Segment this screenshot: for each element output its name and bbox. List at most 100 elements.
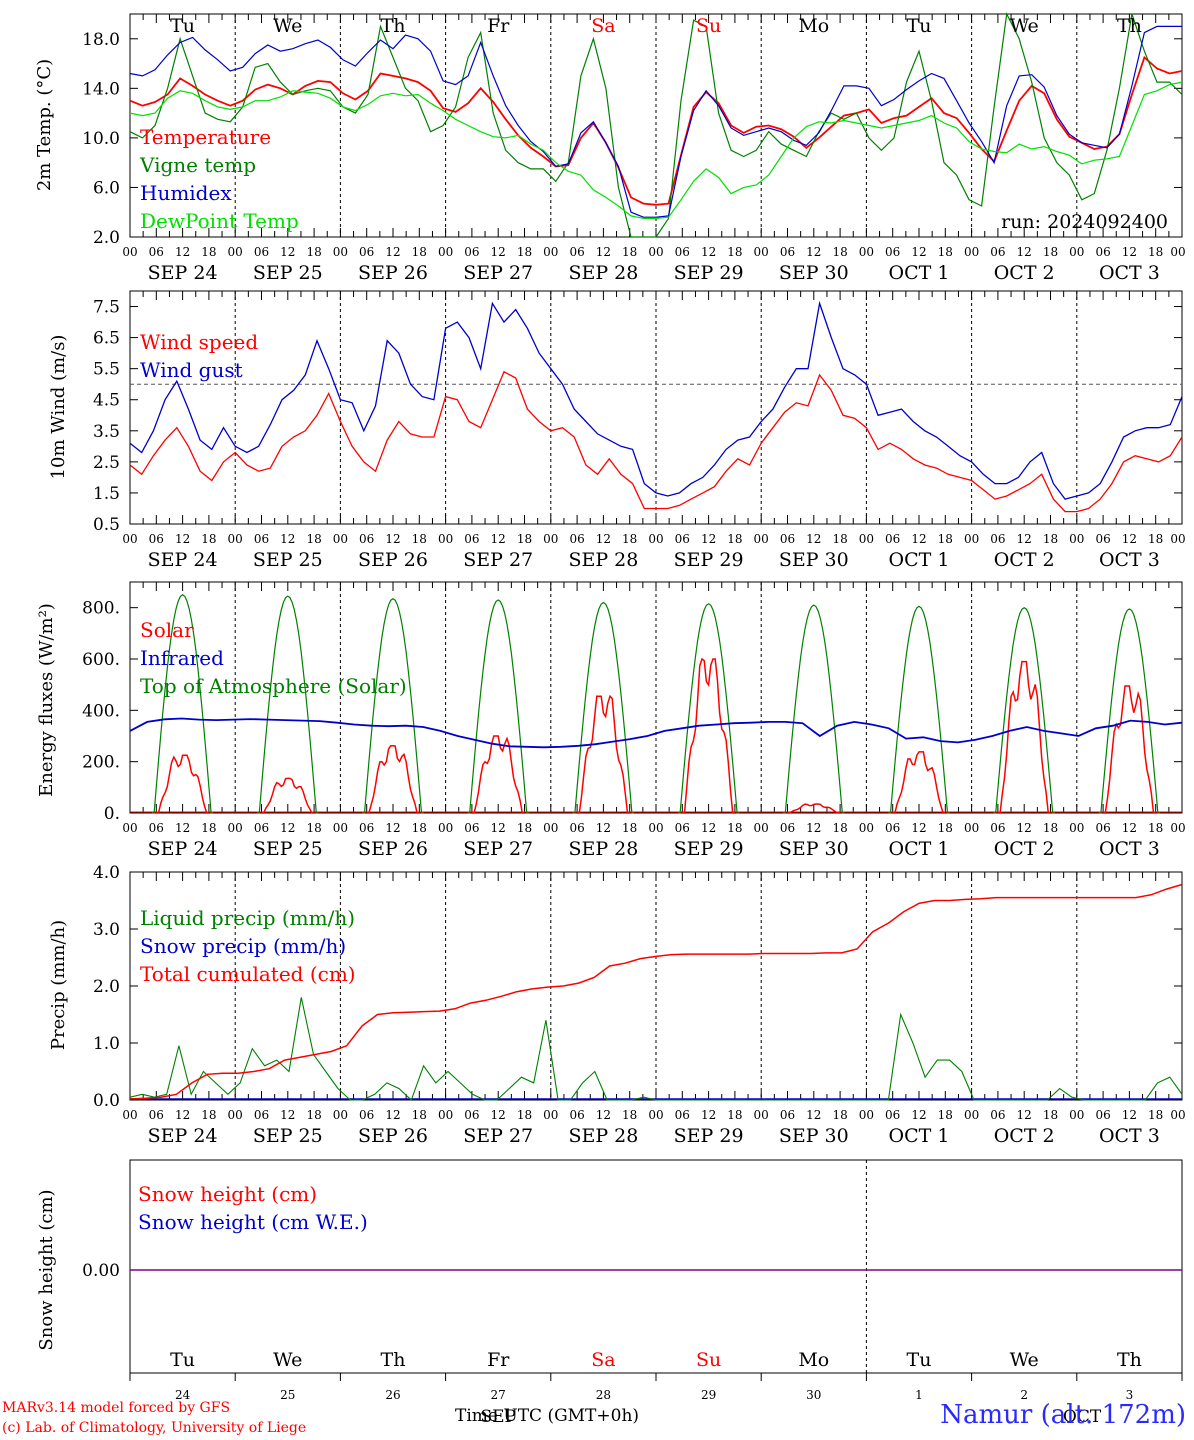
hour-tick-label: 12 [701, 1108, 716, 1122]
date-label: SEP 30 [779, 838, 849, 860]
hour-tick-label: 06 [569, 245, 584, 259]
toa-solar-curve [1098, 608, 1161, 814]
hour-tick-label: 12 [175, 1108, 190, 1122]
hour-tick-label: 12 [701, 821, 716, 835]
y-tick-label: 800. [82, 599, 120, 619]
series-total-cumulated [129, 883, 1183, 1100]
hour-tick-label: 00 [543, 1108, 558, 1122]
hour-tick-label: 06 [780, 1108, 795, 1122]
hour-tick-label: 12 [1122, 1108, 1137, 1122]
hour-tick-label: 12 [596, 821, 611, 835]
y-tick-label: 3.5 [93, 422, 120, 442]
y-tick-label: 4.0 [93, 863, 120, 883]
solar-curve [366, 745, 420, 814]
weekday-label: Tu [907, 15, 932, 37]
hour-tick-label: 00 [333, 1108, 348, 1122]
hour-tick-label: 12 [1017, 1108, 1032, 1122]
solar-curve [787, 803, 841, 814]
hour-tick-label: 00 [1069, 821, 1084, 835]
legend-liquid-precip-mm-h-: Liquid precip (mm/h) [140, 906, 355, 930]
y-tick-label: 2.0 [93, 977, 120, 997]
date-label: OCT 1 [889, 262, 950, 284]
hour-tick-label: 12 [280, 821, 295, 835]
hour-tick-label: 06 [990, 532, 1005, 546]
weekday-label: Mo [798, 15, 829, 37]
hour-tick-label: 18 [832, 532, 847, 546]
series-liquid-precip [129, 997, 1183, 1101]
plot-frame [129, 13, 1183, 238]
hour-tick-label: 00 [1069, 1108, 1084, 1122]
weekday-label: Tu [170, 15, 195, 37]
y-tick-label: 0. [104, 804, 120, 824]
hour-tick-label: 18 [1148, 821, 1163, 835]
hour-tick-label: 18 [938, 532, 953, 546]
hour-tick-label: 00 [543, 532, 558, 546]
month-label: SEP [480, 1407, 516, 1427]
weekday-label: We [273, 1349, 302, 1371]
legend-snow-height-cm-w-e-: Snow height (cm W.E.) [138, 1210, 368, 1234]
weekday-label: Tu [170, 1349, 195, 1371]
hour-tick-label: 18 [727, 1108, 742, 1122]
hour-tick-label: 18 [622, 532, 637, 546]
hour-tick-label: 06 [254, 245, 269, 259]
hour-tick-label: 06 [885, 821, 900, 835]
date-label: SEP 24 [148, 262, 218, 284]
hour-tick-label: 00 [964, 532, 979, 546]
weekday-label: Sa [591, 1349, 615, 1371]
hour-tick-label: 00 [122, 821, 137, 835]
hour-tick-label: 12 [806, 821, 821, 835]
series-wind-speed [129, 370, 1183, 513]
y-axis-label: 10m Wind (m/s) [48, 335, 69, 480]
hour-tick-label: 18 [622, 245, 637, 259]
hour-tick-label: 18 [306, 821, 321, 835]
hour-tick-label: 18 [622, 821, 637, 835]
date-label: SEP 25 [253, 262, 323, 284]
toa-solar-curve [467, 599, 529, 814]
legend-snow-precip-mm-h-: Snow precip (mm/h) [140, 934, 346, 958]
hour-tick-label: 00 [648, 532, 663, 546]
hour-tick-label: 06 [359, 1108, 374, 1122]
legend-wind-gust: Wind gust [140, 358, 243, 382]
legend-infrared: Infrared [140, 646, 224, 670]
toa-solar-curve [362, 597, 424, 814]
y-tick-label: 0.5 [93, 515, 120, 535]
hour-tick-label: 18 [201, 245, 216, 259]
hour-tick-label: 06 [464, 821, 479, 835]
weekday-label: Su [696, 1349, 721, 1371]
hour-tick-label: 06 [780, 821, 795, 835]
toa-solar-curve [783, 604, 845, 814]
legend-temperature: Temperature [140, 125, 271, 149]
day-number-label: 30 [806, 1388, 821, 1402]
date-label: SEP 30 [779, 1125, 849, 1147]
y-tick-label: 14.0 [82, 79, 120, 99]
hour-tick-label: 00 [1170, 1108, 1185, 1122]
date-label: SEP 26 [358, 838, 428, 860]
hour-tick-label: 12 [596, 1108, 611, 1122]
weekday-label: Tu [907, 1349, 932, 1371]
y-tick-label: 5.5 [93, 360, 120, 380]
panel-2: 00 06 12 18 SEP 24 00 06 12 18 SEP 25 00 06 12 18 SEP … [48, 290, 1186, 571]
series-humidex [129, 25, 1182, 218]
hour-tick-label: 00 [438, 821, 453, 835]
solar-curve [261, 777, 315, 814]
date-label: SEP 30 [779, 549, 849, 571]
panel-4: 00 06 12 18 SEP 24 00 06 12 18 SEP 25 00 06 12 18 SEP … [48, 863, 1186, 1147]
hour-tick-label: 12 [806, 532, 821, 546]
y-tick-label: 7.5 [93, 298, 120, 318]
weekday-label: We [273, 15, 302, 37]
panel-3: 00 06 12 18 SEP 24 00 06 12 18 SEP 25 00 06 12 18 SEP … [36, 581, 1186, 860]
model-credit: MARv3.14 model forced by GFS [2, 1400, 231, 1416]
date-label: SEP 27 [463, 262, 533, 284]
weekday-label: Th [1117, 1349, 1142, 1371]
day-number-label: 3 [1126, 1388, 1134, 1402]
hour-tick-label: 18 [1148, 245, 1163, 259]
y-tick-label: 10.0 [82, 129, 120, 149]
y-tick-label: 0.0 [93, 1091, 120, 1111]
solar-curve [892, 751, 946, 814]
hour-tick-label: 18 [306, 532, 321, 546]
hour-tick-label: 18 [1043, 821, 1058, 835]
hour-tick-label: 06 [464, 245, 479, 259]
panel-1: 00 06 12 18 SEP 24 00 06 12 18 SEP 25 00 06 12 18 SEP … [34, 12, 1186, 284]
legend-solar: Solar [140, 618, 194, 642]
hour-tick-label: 00 [228, 1108, 243, 1122]
